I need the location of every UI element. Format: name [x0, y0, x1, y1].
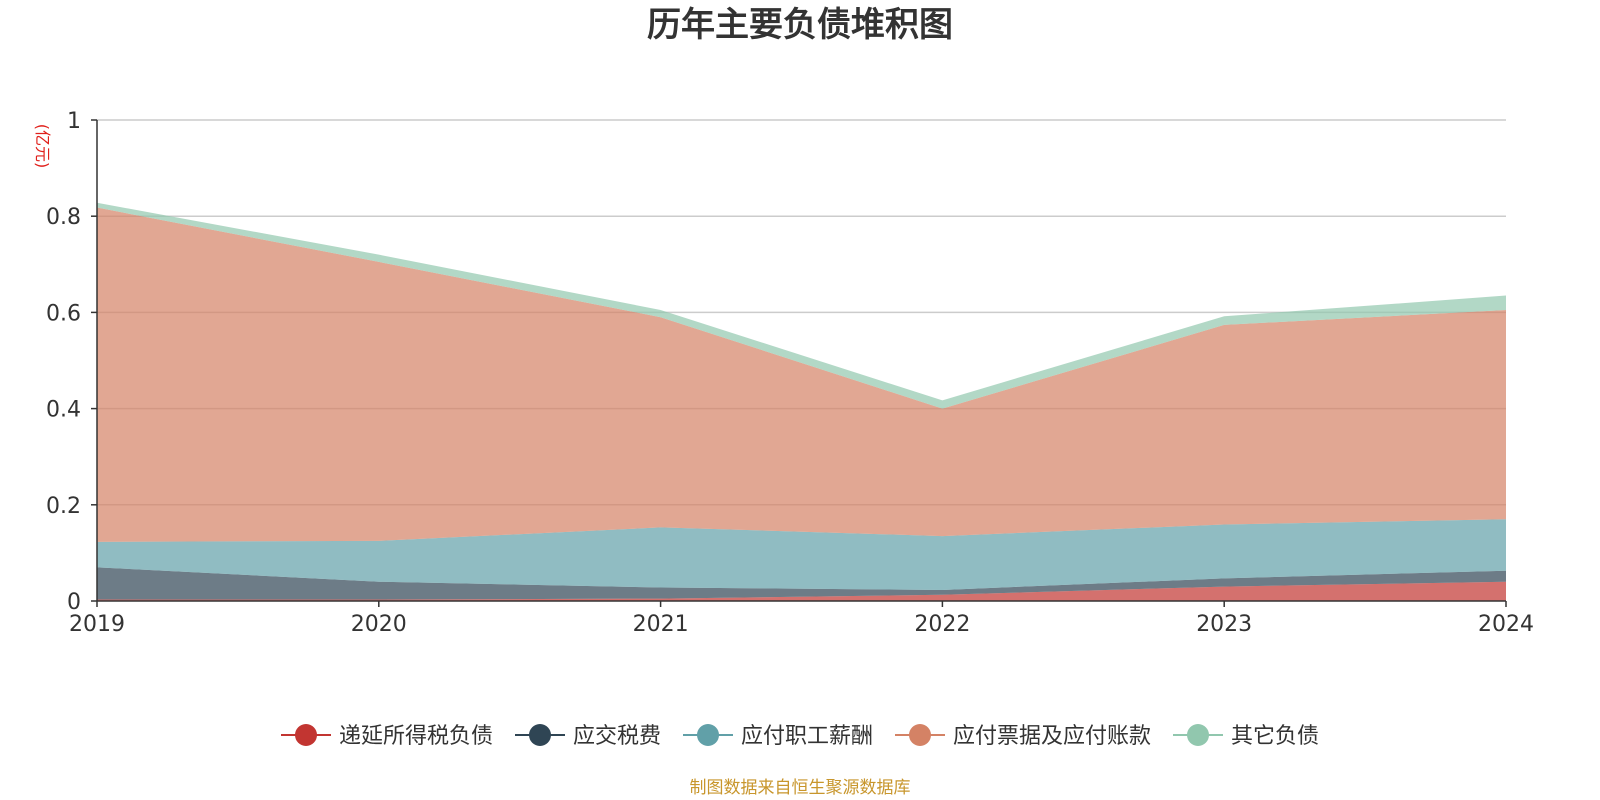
legend-item-0[interactable]: 递延所得税负债: [281, 724, 493, 749]
x-tick-label: 2023: [1196, 612, 1252, 637]
series-areas: [97, 202, 1506, 601]
y-tick-label: 0.6: [46, 301, 81, 326]
legend-marker: [529, 724, 551, 746]
y-tick-label: 0.4: [46, 398, 81, 423]
legend-label: 递延所得税负债: [339, 724, 493, 749]
legend-label: 应付票据及应付账款: [953, 724, 1151, 749]
legend-item-2[interactable]: 应付职工薪酬: [683, 724, 873, 749]
legend-marker: [909, 724, 931, 746]
series-area-3: [97, 207, 1506, 542]
legend[interactable]: 递延所得税负债 应交税费 应付职工薪酬 应付票据及应付账款 其它负债: [281, 724, 1319, 749]
y-tick-label: 0: [67, 590, 81, 615]
y-axis-unit: (亿元): [33, 124, 52, 169]
x-tick-label: 2021: [633, 612, 689, 637]
x-tick-label: 2020: [351, 612, 407, 637]
legend-label: 其它负债: [1231, 724, 1319, 749]
x-tick-label: 2024: [1478, 612, 1534, 637]
x-tick-label: 2022: [914, 612, 970, 637]
legend-marker: [1187, 724, 1209, 746]
x-tick-label: 2019: [69, 612, 125, 637]
legend-marker: [295, 724, 317, 746]
legend-item-3[interactable]: 应付票据及应付账款: [895, 724, 1151, 749]
legend-marker: [697, 724, 719, 746]
legend-item-4[interactable]: 其它负债: [1173, 724, 1319, 749]
legend-label: 应付职工薪酬: [741, 724, 873, 749]
chart-title: 历年主要负债堆积图: [647, 5, 953, 45]
y-tick-label: 1: [67, 109, 81, 134]
y-tick-label: 0.8: [46, 205, 81, 230]
legend-item-1[interactable]: 应交税费: [515, 724, 661, 749]
series-area-0: [97, 581, 1506, 601]
series-area-2: [97, 519, 1506, 590]
series-area-1: [97, 567, 1506, 600]
y-tick-label: 0.2: [46, 494, 81, 519]
legend-label: 应交税费: [573, 724, 661, 749]
data-source-note: 制图数据来自恒生聚源数据库: [690, 778, 911, 798]
axes: 0 0.2 0.4 0.6 0.8 1 2019 2020 2021 2022 2023 2024: [46, 109, 1534, 637]
